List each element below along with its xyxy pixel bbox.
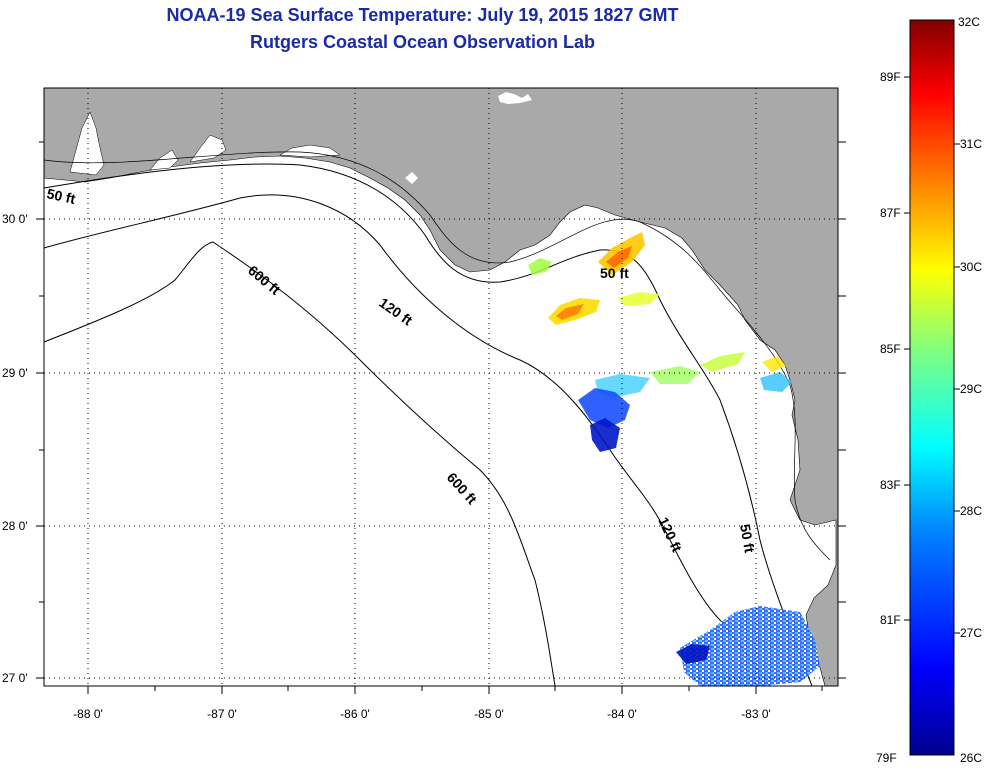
lon-label: -86 0' [340,707,370,721]
frame-ticks [36,141,846,694]
colorbar-label-c: 26C [960,751,982,765]
lon-label: -87 0' [207,707,237,721]
contour-600ft [43,241,556,687]
sst-patch-cold [680,606,820,686]
colorbar-label-c: 27C [960,626,982,640]
colorbar [909,19,955,756]
sst-patch-hot [606,246,632,268]
contour-label: 50 ft [737,523,758,554]
colorbar-label-c: 29C [960,382,982,396]
map-bay [279,144,341,158]
lon-label: -83 0' [741,707,771,721]
colorbar-label-c: 30C [960,260,982,274]
lat-label: 29 0' [2,366,28,380]
map-title: NOAA-19 Sea Surface Temperature: July 19… [166,5,679,25]
sst-patch-warm [762,356,786,372]
contour-label: 50 ft [600,265,629,281]
sst-patch-cold [590,418,620,452]
coastline [43,151,831,561]
sst-patch-warm [528,258,552,275]
colorbar-label-f: 89F [880,70,901,84]
sst-patch-cold [578,388,630,428]
colorbar-ticks [904,76,960,634]
colorbar-label-f: 79F [876,751,897,765]
sst-patch-warm [700,352,745,372]
sst-patch-warm [650,366,700,384]
colorbar-label-f: 83F [880,478,901,492]
colorbar-label-f: 87F [880,206,901,220]
sst-patch-hot [556,304,584,320]
contour-120ft [43,194,771,687]
map-land [43,87,839,687]
lat-label: 27 0' [2,671,28,685]
colorbar-label-f: 81F [880,613,901,627]
contour-label: 50 ft [45,185,77,207]
contour-50ft [43,163,813,687]
sst-patch-cool [760,372,792,392]
sst-patch-cold [676,644,710,664]
lat-label: 30 0' [2,212,28,226]
map-bay [405,172,418,184]
colorbar-label-c: 31C [960,137,982,151]
lon-label: -85 0' [474,707,504,721]
map-frame [43,87,839,687]
lat-label: 28 0' [2,519,28,533]
lon-label: -84 0' [607,707,637,721]
lon-label: -88 0' [73,707,103,721]
colorbar-label-c: 32C [958,15,980,29]
sst-patch-warm [618,292,660,306]
map-subtitle: Rutgers Coastal Ocean Observation Lab [249,32,596,52]
map-bay [69,111,105,176]
colorbar-label-f: 85F [880,342,901,356]
colorbar-label-c: 28C [960,504,982,518]
map-bay [498,92,532,104]
